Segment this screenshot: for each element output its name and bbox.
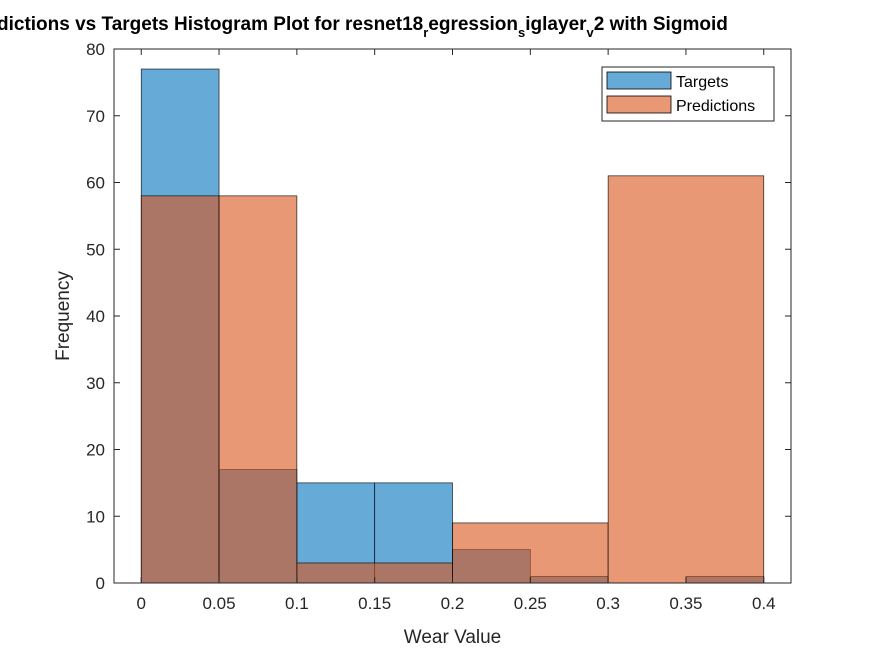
x-tick-label: 0 [137, 594, 146, 613]
y-tick-label: 60 [86, 174, 105, 193]
y-axis: 0 10 20 30 40 50 60 70 80 [86, 40, 791, 593]
y-tick-label: 20 [86, 441, 105, 460]
x-tick-label: 0.25 [514, 594, 547, 613]
x-tick-label: 0.05 [203, 594, 236, 613]
legend-label: Targets [676, 74, 728, 91]
y-tick-label: 70 [86, 107, 105, 126]
chart-title: dictions vs Targets Histogram Plot for r… [0, 14, 728, 40]
y-tick-label: 30 [86, 374, 105, 393]
legend-swatch [606, 71, 672, 90]
x-axis: 0 0.05 0.1 0.15 0.2 0.25 0.3 0.35 0.4 [137, 49, 776, 613]
legend: Targets Predictions [601, 66, 775, 122]
x-axis-label: Wear Value [404, 627, 502, 648]
predictions-bar [607, 175, 765, 584]
chart-title-part: r [423, 25, 428, 40]
chart-title-part: s [518, 25, 525, 40]
legend-label: Predictions [676, 98, 755, 115]
y-tick-label: 0 [96, 574, 105, 593]
predictions-bar [218, 195, 298, 584]
x-tick-label: 0.1 [285, 594, 309, 613]
y-tick-label: 40 [86, 307, 105, 326]
x-tick-label: 0.15 [358, 594, 391, 613]
y-tick-label: 50 [86, 240, 105, 259]
x-tick-label: 0.3 [596, 594, 620, 613]
legend-swatch [606, 95, 672, 114]
y-tick-label: 10 [86, 507, 105, 526]
x-tick-label: 0.4 [752, 594, 776, 613]
chart-title-part: 2 with Sigmoid [594, 14, 728, 35]
chart-title-part: v [587, 25, 595, 40]
y-axis-label: Frequency [53, 271, 74, 361]
chart-title-part: dictions vs Targets Histogram Plot for r… [0, 14, 423, 35]
bars-layer [140, 68, 765, 584]
x-tick-label: 0.35 [669, 594, 702, 613]
predictions-bar [452, 522, 609, 584]
predictions-bar [140, 195, 220, 584]
chart-title-part: egression [428, 14, 518, 35]
y-tick-label: 80 [86, 40, 105, 59]
chart-title-part: iglayer [525, 14, 587, 35]
x-tick-label: 0.2 [441, 594, 465, 613]
